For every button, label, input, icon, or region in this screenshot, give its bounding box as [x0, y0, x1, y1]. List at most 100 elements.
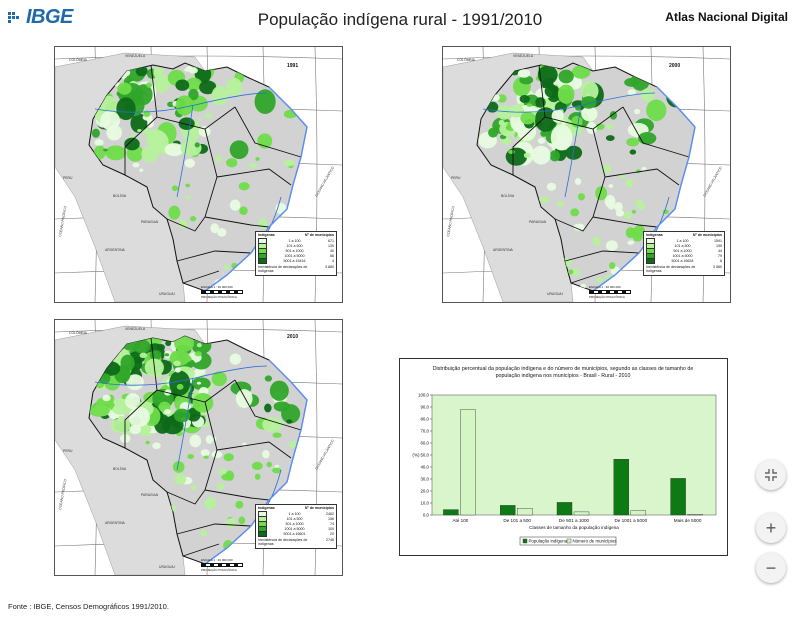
logo-text: IBGE [26, 5, 73, 28]
legend-class-label: 5001 a 16601 [283, 531, 306, 536]
legend-no-declaration-count: 2746 [326, 537, 334, 542]
legend-no-declaration-label: Inexistência de declarações de indígenas [258, 264, 308, 274]
label-peru: PERU [63, 449, 73, 453]
legend-class-label: 1001 a 5000 [284, 526, 305, 531]
label-uruguai: URUGUAI [159, 292, 175, 296]
legend-count: 79 [718, 253, 722, 258]
legend-class-label: 1 a 100 [288, 511, 301, 516]
y-tick-label: 100,0 [418, 393, 430, 398]
indigenous-patches [89, 336, 301, 562]
zoom-out-button[interactable]: − [756, 553, 786, 583]
legend-swatch [522, 538, 528, 544]
bar-chart: Distribuição percentual da população ind… [412, 366, 717, 546]
state-borders [512, 64, 690, 284]
y-tick-label: 70,0 [420, 429, 429, 434]
legend-class-label: 1001 a 5000 [672, 253, 693, 258]
legend-header: Indígenas Nº de municípios [256, 505, 336, 512]
legend-swatch [566, 538, 572, 544]
bar-populacao-indigena [556, 502, 573, 516]
legend-count: 671 [328, 238, 334, 243]
legend-no-declaration-row: Inexistência de declarações de indígenas… [256, 537, 336, 548]
y-tick-label: 50,0 [420, 453, 429, 458]
legend-no-declaration-label: Inexistência de declarações de indígenas [258, 537, 308, 547]
label-colombia: COLÔMBIA [69, 330, 88, 335]
legend-class-label: 101 a 500 [674, 243, 691, 248]
y-tick-label: 80,0 [420, 417, 429, 422]
bar-numero-municipios [460, 409, 476, 516]
y-tick-label: 90,0 [420, 405, 429, 410]
label-uruguai: URUGUAI [547, 292, 563, 296]
bar-numero-municipios [516, 508, 533, 516]
y-tick-label: 30,0 [420, 477, 429, 482]
legend-class-label: 5001 a 15416 [283, 258, 306, 263]
coastline [204, 86, 308, 292]
label-colombia: COLÔMBIA [457, 57, 476, 62]
legend-count: 56 [330, 253, 334, 258]
map-1991[interactable]: VENEZUELA COLÔMBIA PERU BOLÍVIA PARAGUAI ARGE… [54, 46, 343, 303]
legend-swatch [258, 258, 267, 264]
coastline [592, 86, 696, 292]
fullscreen-button[interactable] [756, 460, 786, 490]
legend-entry: População indígena [529, 539, 568, 544]
map-scale: ESCALA 1 : 30 000 000 PROJEÇÃO POLICÔNICA [201, 285, 243, 299]
state-borders [124, 64, 302, 284]
minus-icon: − [765, 557, 777, 578]
label-argentina: ARGENTINA [493, 248, 514, 252]
scale-text: ESCALA 1 : 30 000 000 [201, 558, 233, 562]
label-uruguai: URUGUAI [159, 565, 175, 569]
y-tick-label: 0,0 [423, 513, 430, 518]
legend-class-label: 101 a 500 [286, 516, 303, 521]
bar-populacao-indigena [443, 509, 459, 516]
legend-no-declaration-count: 3 880 [325, 264, 334, 269]
y-tick-label: 20,0 [420, 489, 429, 494]
legend-count: 195 [716, 243, 722, 248]
legend-no-declaration-label: Inexistência de declarações de indígenas [646, 264, 696, 274]
legend-class-label: 501 a 1000 [285, 248, 304, 253]
legend-entry: Número de municípios [573, 539, 618, 544]
label-oceano-pacifico: OCEANO PACÍFICO [446, 205, 455, 237]
bar-populacao-indigena [613, 458, 630, 516]
label-venezuela: VENEZUELA [125, 54, 146, 58]
map-scale: ESCALA 1 : 30 000 000 PROJEÇÃO POLICÔNICA [589, 285, 631, 299]
projection-text: PROJEÇÃO POLICÔNICA [201, 568, 237, 572]
legend-header-right: Nº de municípios [692, 233, 722, 237]
legend-count: 8 [720, 258, 722, 263]
y-tick-label: 60,0 [420, 441, 429, 446]
legend-no-declaration-count: 3 560 [713, 264, 722, 269]
x-axis-label: Classes de tamanho da população indígena [529, 525, 619, 530]
source-note: Fonte : IBGE, Censos Demográficos 1991/2… [8, 602, 169, 611]
map-svg: VENEZUELA COLÔMBIA PERU BOLÍVIA PARAGUAI ARGE… [55, 47, 342, 302]
label-paraguai: PARAGUAI [141, 493, 158, 497]
label-oceano-pacifico: OCEANO PACÍFICO [58, 478, 67, 510]
map-2010[interactable]: VENEZUELA COLÔMBIA PERU BOLÍVIA PARAGUAI ARGE… [54, 319, 343, 576]
legend-swatch [646, 258, 655, 264]
legend-count: 1591 [714, 238, 722, 243]
bar-populacao-indigena [499, 505, 516, 516]
rivers [482, 92, 670, 234]
legend-header: Indígenas Nº de municípios [256, 232, 336, 239]
legend-row: 5001 a 16634 8 [644, 258, 724, 264]
label-peru: PERU [63, 176, 73, 180]
scale-bar [201, 563, 243, 567]
shrink-icon [765, 469, 777, 481]
plus-icon: + [765, 517, 777, 538]
x-tick-label: Mais de 5000 [674, 518, 702, 523]
zoom-in-button[interactable]: + [756, 513, 786, 543]
plot-area [431, 394, 717, 516]
rivers [94, 365, 282, 507]
map-2000[interactable]: VENEZUELA COLÔMBIA PERU BOLÍVIA PARAGUAI ARGE… [442, 46, 731, 303]
legend-no-declaration-row: Inexistência de declarações de indígenas… [644, 264, 724, 275]
legend-count: 20 [330, 531, 334, 536]
x-tick-label: De 1001 a 5000 [614, 518, 647, 523]
map-legend: Indígenas Nº de municípios 1 a 100 1591 101 … [643, 231, 725, 276]
map-legend: Indígenas Nº de municípios 1 a 100 671 101 a… [255, 231, 337, 276]
label-bolivia: BOLÍVIA [501, 194, 515, 198]
map-year-label: 2010 [287, 334, 299, 340]
label-argentina: ARGENTINA [105, 248, 126, 252]
rivers [94, 92, 282, 234]
bar-numero-municipios [687, 514, 703, 516]
chart-title: Distribuição percentual da população ind… [433, 366, 694, 379]
legend-header: Indígenas Nº de municípios [644, 232, 724, 239]
legend-class-label: 501 a 1000 [285, 521, 304, 526]
legend-header-left: Indígenas [258, 506, 275, 510]
